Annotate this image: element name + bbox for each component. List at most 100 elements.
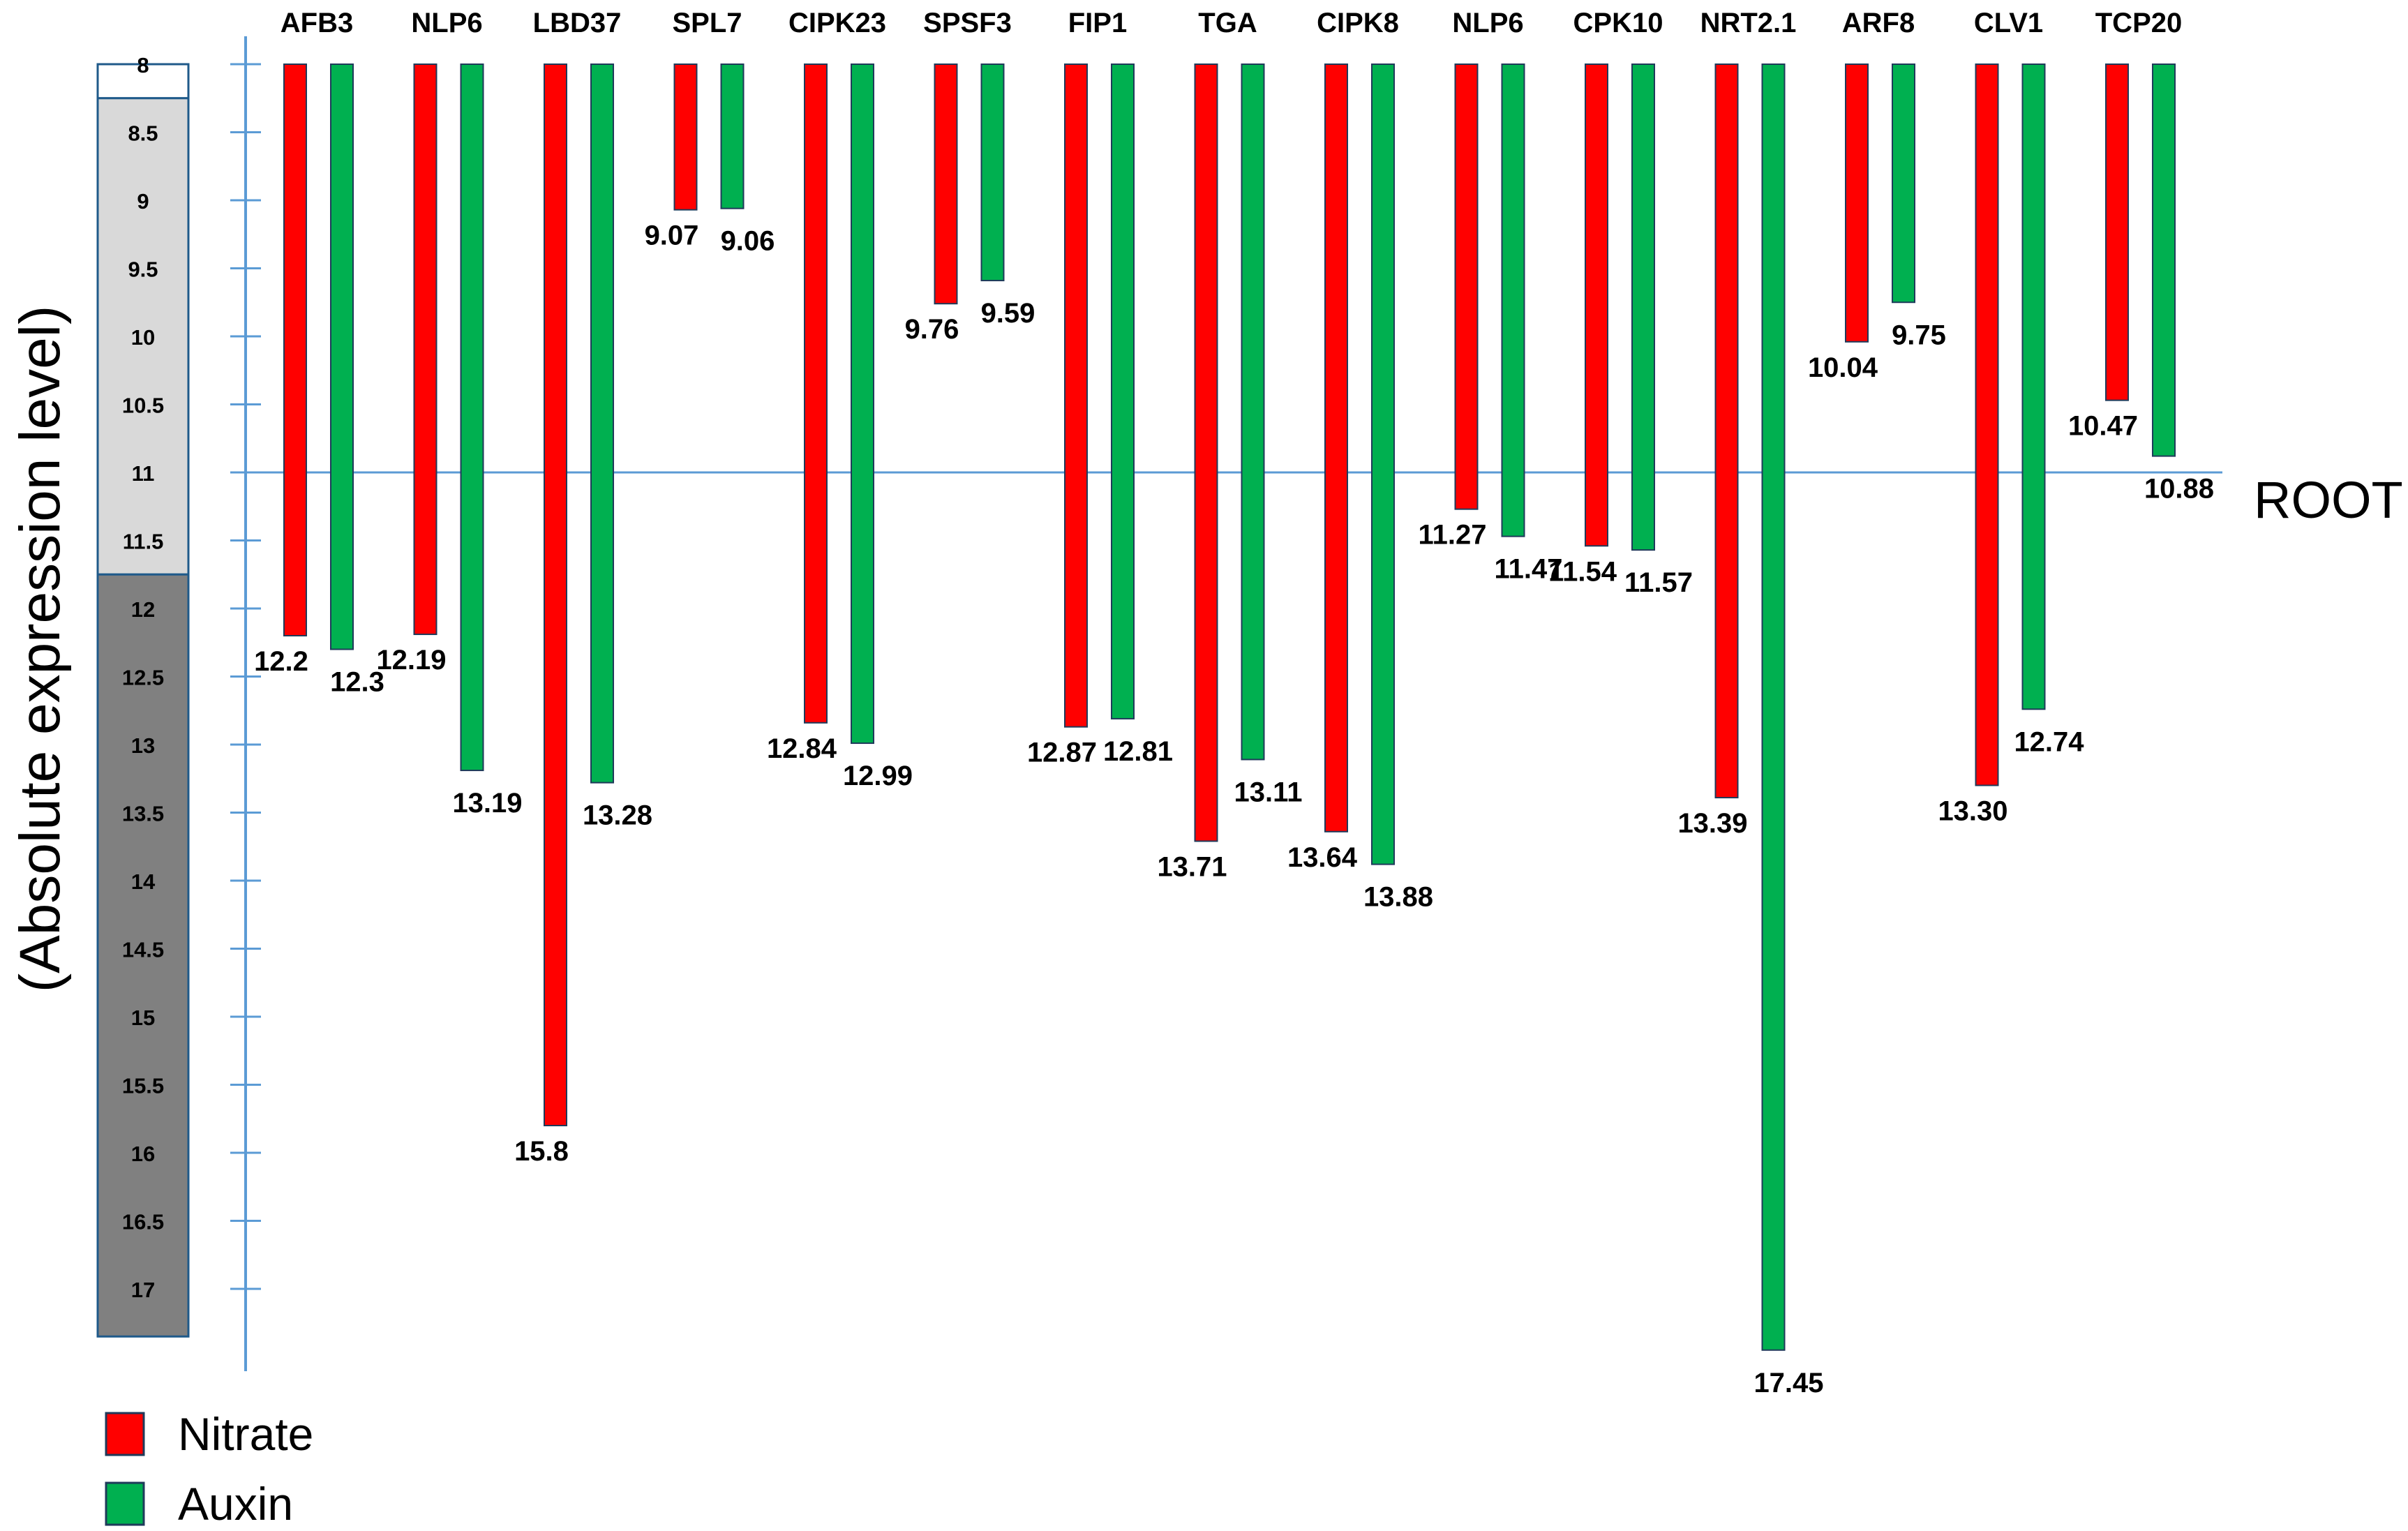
legend-swatch-auxin xyxy=(105,1481,145,1526)
scale-tick-label: 15.5 xyxy=(122,1074,164,1098)
scale-tick-label: 17 xyxy=(131,1278,155,1302)
scale-tick-label: 13 xyxy=(131,733,155,758)
auxin-value-label: 12.81 xyxy=(1103,736,1173,767)
auxin-bar xyxy=(980,64,1005,282)
auxin-bar xyxy=(720,64,745,209)
legend-label-nitrate: Nitrate xyxy=(178,1408,313,1460)
nitrate-bar xyxy=(1714,64,1739,799)
nitrate-value-label: 15.8 xyxy=(514,1136,569,1167)
scale-tick-label: 9 xyxy=(137,189,149,214)
auxin-value-label: 13.19 xyxy=(452,788,522,819)
nitrate-bar xyxy=(413,64,438,636)
scale-tick-label: 9.5 xyxy=(128,257,158,282)
auxin-bar xyxy=(1501,64,1525,537)
gene-label: CIPK23 xyxy=(788,8,886,38)
scale-tick-label: 12 xyxy=(131,597,155,622)
scale-tick-label: 11 xyxy=(132,461,155,486)
auxin-value-label: 10.88 xyxy=(2144,474,2214,505)
nitrate-bar xyxy=(804,64,828,724)
gene-label: NRT2.1 xyxy=(1700,8,1797,38)
nitrate-value-label: 11.54 xyxy=(1548,556,1617,587)
legend-swatch-nitrate xyxy=(105,1412,145,1456)
scale-tick-label: 8.5 xyxy=(128,121,158,146)
gene-label: CIPK8 xyxy=(1317,8,1399,38)
scale-tick-label: 13.5 xyxy=(122,802,164,826)
nitrate-value-label: 12.84 xyxy=(767,733,837,764)
gene-label: FIP1 xyxy=(1068,8,1127,38)
auxin-value-label: 13.28 xyxy=(583,800,652,831)
auxin-bar xyxy=(2021,64,2046,710)
nitrate-bar xyxy=(1975,64,1999,786)
gene-label: AFB3 xyxy=(281,8,353,38)
auxin-bar xyxy=(1892,64,1915,304)
nitrate-value-label: 9.76 xyxy=(905,314,959,345)
nitrate-value-label: 12.19 xyxy=(376,645,446,675)
nitrate-value-label: 13.30 xyxy=(1938,796,2007,827)
auxin-value-label: 11.47 xyxy=(1495,554,1563,585)
root-label: ROOT xyxy=(2254,471,2403,529)
scale-tick-label: 16.5 xyxy=(122,1210,164,1234)
scale-tick-label: 14 xyxy=(131,869,156,894)
nitrate-value-label: 13.39 xyxy=(1677,808,1747,839)
scale-band-2 xyxy=(96,573,190,1338)
auxin-value-label: 13.88 xyxy=(1363,882,1433,913)
gene-label: SPSF3 xyxy=(923,8,1012,38)
auxin-value-label: 9.59 xyxy=(981,298,1035,329)
nitrate-value-label: 10.47 xyxy=(2068,411,2138,442)
gene-label: ARF8 xyxy=(1842,8,1915,38)
root-reference: ROOT xyxy=(246,471,2403,529)
bar-group: AFB3 12.2 12.3 NLP6 12.19 13.19 LBD37 15.8 13.28… xyxy=(254,8,2214,1398)
nitrate-bar xyxy=(1454,64,1479,510)
auxin-value-label: 12.3 xyxy=(330,667,384,698)
auxin-bar xyxy=(1371,64,1395,865)
auxin-bar xyxy=(1241,64,1265,761)
auxin-bar xyxy=(590,64,614,784)
auxin-value-label: 17.45 xyxy=(1753,1368,1823,1398)
gene-label: NLP6 xyxy=(411,8,482,38)
scale-tick-label: 16 xyxy=(131,1142,155,1166)
auxin-bar xyxy=(330,64,354,650)
gene-label: LBD37 xyxy=(533,8,622,38)
auxin-bar xyxy=(851,64,874,745)
auxin-bar xyxy=(1761,64,1786,1351)
nitrate-bar xyxy=(1845,64,1869,343)
nitrate-value-label: 13.64 xyxy=(1287,842,1358,873)
auxin-bar xyxy=(1631,64,1655,551)
nitrate-bar xyxy=(1064,64,1088,728)
gene-label: CLV1 xyxy=(1974,8,2043,38)
nitrate-bar xyxy=(283,64,307,636)
auxin-bar xyxy=(460,64,484,772)
auxin-value-label: 11.57 xyxy=(1624,567,1693,598)
nitrate-value-label: 13.71 xyxy=(1157,851,1227,882)
gene-label: TCP20 xyxy=(2095,8,2183,38)
auxin-value-label: 9.06 xyxy=(721,226,775,257)
nitrate-bar xyxy=(1585,64,1608,547)
nitrate-value-label: 11.27 xyxy=(1419,520,1487,551)
nitrate-bar xyxy=(1324,64,1348,832)
scale-tick-label: 14.5 xyxy=(122,938,164,962)
gene-label: CPK10 xyxy=(1573,8,1663,38)
scale-band-1 xyxy=(96,97,190,576)
auxin-value-label: 12.99 xyxy=(843,761,913,791)
legend: Nitrate Auxin xyxy=(105,1408,313,1530)
nitrate-value-label: 9.07 xyxy=(645,221,699,251)
auxin-value-label: 12.74 xyxy=(2014,726,2084,757)
nitrate-bar xyxy=(1194,64,1218,842)
auxin-bar xyxy=(1111,64,1135,719)
scale-tick-label: 10 xyxy=(131,325,155,350)
scale-tick-label: 11.5 xyxy=(123,530,164,554)
scale-tick-label: 15 xyxy=(131,1006,155,1030)
scale-bar: 8 8.5 9 9.5 10 10.5 11 11.5 12 12.5 13 13.5 14 14.5 15… xyxy=(96,53,190,1338)
nitrate-value-label: 10.04 xyxy=(1808,352,1878,383)
nitrate-bar xyxy=(544,64,567,1126)
scale-tick-label: 10.5 xyxy=(122,394,164,418)
gene-label: NLP6 xyxy=(1452,8,1523,38)
nitrate-value-label: 12.87 xyxy=(1027,738,1097,768)
legend-label-auxin: Auxin xyxy=(178,1478,293,1530)
auxin-value-label: 9.75 xyxy=(1892,320,1946,350)
y-axis-label: (Absolute expression level) xyxy=(8,306,72,992)
scale-tick-label: 12.5 xyxy=(122,666,164,690)
gene-label: TGA xyxy=(1198,8,1257,38)
y-axis xyxy=(230,36,261,1371)
